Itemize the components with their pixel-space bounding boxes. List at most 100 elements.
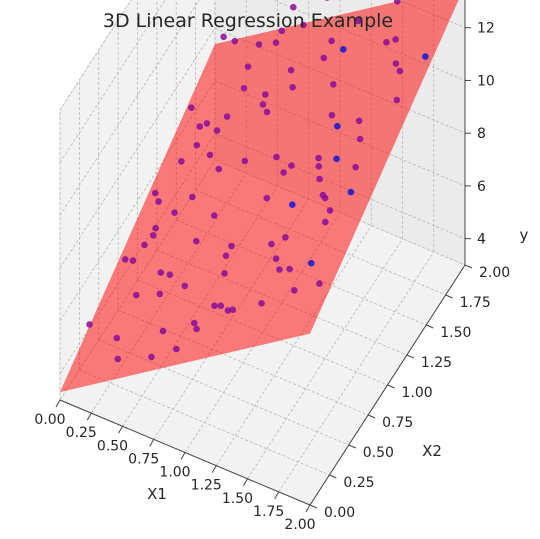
data-point — [203, 120, 211, 127]
grid-line-z-left — [59, 80, 216, 322]
data-point — [150, 232, 157, 239]
data-point — [244, 63, 252, 70]
data-point — [231, 37, 239, 45]
grid-line-z-left — [59, 0, 166, 163]
x1-tick-mark — [55, 399, 61, 408]
x2-tick-label: 0.00 — [324, 505, 355, 521]
data-point — [287, 66, 295, 74]
x1-tick-label: 0.50 — [97, 438, 128, 454]
data-point — [206, 151, 214, 159]
data-point — [272, 39, 280, 46]
data-point — [181, 282, 189, 290]
data-point — [222, 252, 230, 260]
data-point — [308, 259, 315, 267]
data-point — [352, 163, 359, 171]
data-point — [393, 96, 401, 104]
data-point — [278, 27, 286, 35]
x2-tick-mark — [387, 384, 395, 389]
data-point — [356, 135, 364, 143]
data-point — [155, 198, 162, 205]
z-tick-label: 12 — [477, 21, 495, 37]
data-point — [129, 257, 137, 264]
data-point — [157, 269, 165, 276]
x1-tick-mark — [243, 478, 248, 486]
data-point — [141, 241, 148, 249]
data-points-layer — [86, 0, 429, 363]
chart-title: 3D Linear Regression Example — [103, 10, 393, 32]
data-point — [173, 345, 180, 353]
data-point — [392, 60, 400, 67]
data-point — [355, 117, 363, 125]
data-point — [333, 155, 340, 163]
data-point — [133, 291, 140, 299]
data-point — [300, 21, 307, 29]
data-point — [259, 101, 267, 108]
grid-line-x2-floor — [79, 369, 330, 476]
data-point — [396, 67, 404, 75]
data-point — [392, 36, 399, 43]
x1-tick-label: 1.25 — [191, 478, 222, 494]
data-point — [282, 234, 289, 241]
grid-line-z-left — [59, 0, 200, 216]
x1-tick-label: 0.25 — [66, 425, 97, 441]
data-point — [228, 242, 235, 250]
data-point — [262, 91, 269, 98]
data-point — [122, 256, 129, 263]
data-point — [272, 255, 280, 262]
x2-tick-label: 1.75 — [460, 295, 491, 311]
data-point — [171, 209, 178, 216]
z-tick-label: 8 — [477, 126, 486, 142]
x1-tick-label: 2.00 — [284, 517, 315, 533]
x2-tick-mark — [464, 264, 473, 269]
data-point — [221, 270, 228, 277]
data-point — [320, 54, 328, 62]
y-axis-label: y — [520, 226, 529, 244]
data-point — [291, 287, 298, 294]
data-point — [152, 224, 159, 232]
x1-axis-label: X1 — [147, 485, 167, 503]
x2-tick-label: 0.25 — [343, 475, 374, 491]
data-point — [224, 307, 232, 314]
x1-tick-label: 0.00 — [34, 412, 65, 428]
grid-line-x1-floor — [215, 225, 372, 466]
grid-line-x1-floor — [247, 238, 403, 479]
data-point — [211, 212, 218, 219]
data-point — [178, 158, 185, 165]
data-point — [324, 0, 330, 1]
data-point — [326, 207, 334, 214]
data-point — [196, 123, 204, 130]
data-point — [223, 113, 231, 120]
data-point — [193, 237, 200, 245]
data-point — [240, 84, 248, 92]
data-point — [263, 194, 271, 202]
data-point — [322, 218, 329, 226]
x2-tick-mark — [329, 474, 337, 479]
data-point — [241, 157, 249, 165]
x1-tick-mark — [305, 504, 311, 513]
data-point — [328, 111, 336, 119]
data-point — [113, 334, 121, 342]
data-point — [191, 319, 198, 327]
x2-tick-label: 1.00 — [402, 385, 433, 401]
data-point — [189, 193, 196, 201]
x2-tick-mark — [309, 504, 318, 509]
x2-tick-mark — [367, 414, 376, 419]
data-point — [255, 41, 263, 48]
data-point — [152, 189, 159, 197]
data-point — [188, 104, 195, 111]
data-point — [156, 290, 164, 298]
x1-tick-label: 1.50 — [222, 491, 253, 507]
x1-tick-mark — [118, 426, 123, 434]
x1-tick-mark — [211, 465, 217, 473]
data-point — [148, 353, 155, 361]
x1-tick-label: 0.75 — [128, 451, 159, 467]
data-point — [258, 300, 265, 307]
x2-tick-label: 1.50 — [440, 325, 471, 341]
z-tick-label: 4 — [477, 232, 486, 248]
data-point — [347, 188, 355, 196]
data-point — [280, 169, 287, 176]
x2-tick-mark — [406, 354, 415, 359]
data-point — [290, 3, 297, 11]
